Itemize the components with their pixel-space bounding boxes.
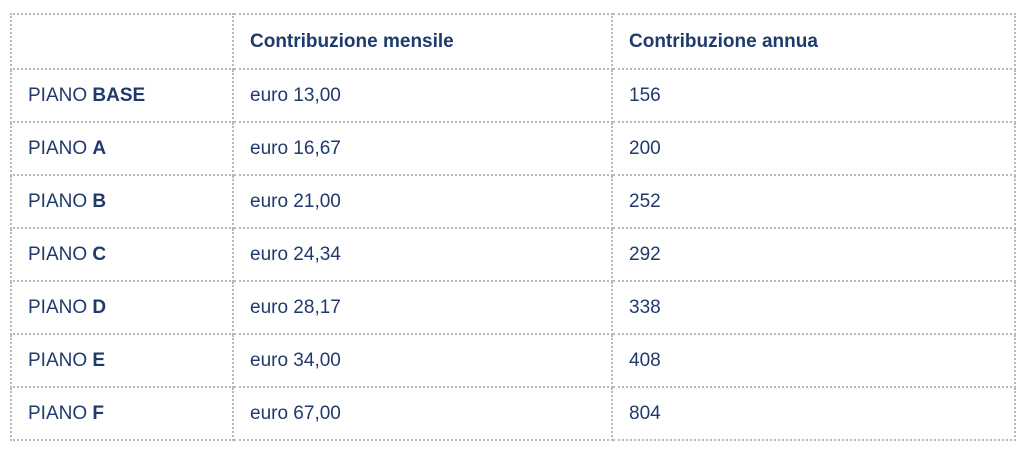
annual-cell: 292 — [611, 227, 1016, 282]
plan-prefix: PIANO — [28, 296, 88, 318]
annual-cell: 200 — [611, 121, 1016, 176]
monthly-cell: euro 28,17 — [232, 280, 613, 335]
table-row: PIANO D euro 28,17 338 — [10, 280, 1016, 335]
plan-prefix: PIANO — [28, 190, 88, 212]
annual-cell: 408 — [611, 333, 1016, 388]
annual-cell: 804 — [611, 386, 1016, 441]
plan-prefix: PIANO — [28, 84, 88, 106]
plan-name-cell: PIANO BASE — [10, 68, 234, 123]
plan-letter: A — [92, 137, 107, 159]
table-header-row: Contribuzione mensile Contribuzione annu… — [10, 13, 1016, 70]
table-row: PIANO A euro 16,67 200 — [10, 121, 1016, 176]
monthly-cell: euro 67,00 — [232, 386, 613, 441]
monthly-cell: euro 24,34 — [232, 227, 613, 282]
annual-cell: 338 — [611, 280, 1016, 335]
plan-prefix: PIANO — [28, 137, 88, 159]
header-annual-contribution: Contribuzione annua — [611, 13, 1016, 70]
monthly-cell: euro 13,00 — [232, 68, 613, 123]
plan-prefix: PIANO — [28, 402, 88, 424]
table-row: PIANO BASE euro 13,00 156 — [10, 68, 1016, 123]
plan-letter: BASE — [92, 84, 146, 106]
plan-name-cell: PIANO B — [10, 174, 234, 229]
header-monthly-contribution: Contribuzione mensile — [232, 13, 613, 70]
monthly-cell: euro 16,67 — [232, 121, 613, 176]
plan-letter: E — [92, 349, 106, 371]
header-plan — [10, 13, 234, 70]
monthly-cell: euro 21,00 — [232, 174, 613, 229]
table-row: PIANO C euro 24,34 292 — [10, 227, 1016, 282]
plan-name-cell: PIANO D — [10, 280, 234, 335]
table-row: PIANO B euro 21,00 252 — [10, 174, 1016, 229]
plan-prefix: PIANO — [28, 243, 88, 265]
plan-name-cell: PIANO A — [10, 121, 234, 176]
annual-cell: 252 — [611, 174, 1016, 229]
plan-letter: D — [92, 296, 107, 318]
table-row: PIANO F euro 67,00 804 — [10, 386, 1016, 441]
plan-letter: C — [92, 243, 107, 265]
plan-name-cell: PIANO C — [10, 227, 234, 282]
plan-letter: B — [92, 190, 107, 212]
plan-name-cell: PIANO F — [10, 386, 234, 441]
monthly-cell: euro 34,00 — [232, 333, 613, 388]
annual-cell: 156 — [611, 68, 1016, 123]
plan-name-cell: PIANO E — [10, 333, 234, 388]
contribution-table: Contribuzione mensile Contribuzione annu… — [10, 13, 1016, 441]
table-row: PIANO E euro 34,00 408 — [10, 333, 1016, 388]
plan-prefix: PIANO — [28, 349, 88, 371]
plan-letter: F — [92, 402, 105, 424]
